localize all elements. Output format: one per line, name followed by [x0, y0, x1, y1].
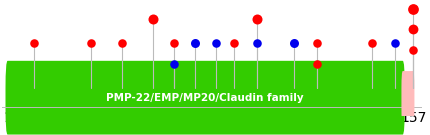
Point	[254, 18, 261, 20]
Point	[391, 42, 398, 44]
Point	[230, 42, 237, 44]
Point	[191, 42, 198, 44]
Point	[290, 42, 297, 44]
Point	[171, 42, 178, 44]
Point	[313, 42, 320, 44]
Text: PMP-22/EMP/MP20/Claudin family: PMP-22/EMP/MP20/Claudin family	[106, 93, 304, 103]
FancyBboxPatch shape	[402, 71, 415, 124]
Point	[171, 63, 178, 65]
Point	[368, 42, 375, 44]
Point	[254, 42, 261, 44]
Point	[119, 42, 126, 44]
Point	[30, 42, 37, 44]
Point	[313, 63, 320, 65]
Point	[410, 8, 417, 10]
Point	[410, 28, 417, 31]
Point	[410, 49, 417, 51]
Point	[212, 42, 219, 44]
Point	[87, 42, 94, 44]
Point	[150, 18, 157, 20]
FancyBboxPatch shape	[6, 61, 405, 135]
